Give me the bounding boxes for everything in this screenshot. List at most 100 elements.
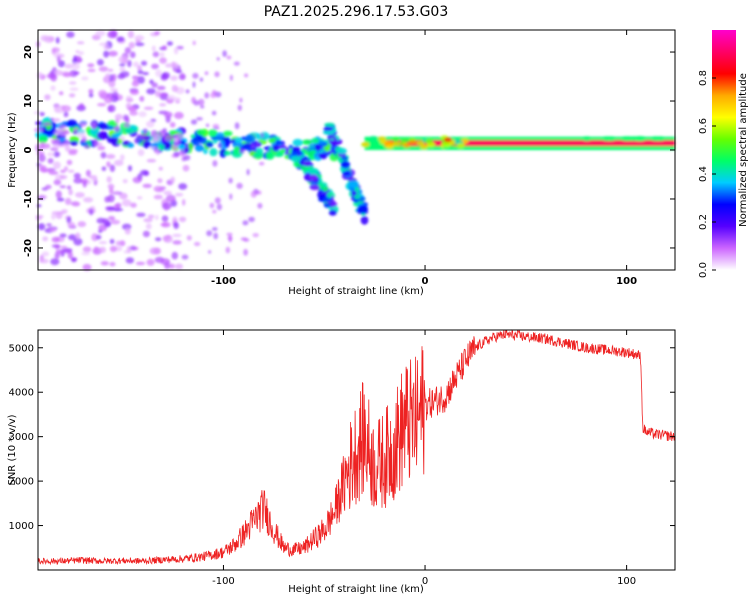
band-blob [300, 165, 311, 171]
noise-blob [127, 30, 135, 39]
noise-blob [161, 72, 171, 79]
noise-blob [97, 145, 106, 151]
noise-blob [146, 120, 155, 128]
noise-blob [54, 244, 61, 250]
y-tick-label: 4000 [9, 388, 34, 399]
band-blob [309, 184, 320, 191]
noise-blob [130, 51, 136, 59]
noise-blob [251, 144, 255, 149]
noise-blob [163, 133, 173, 142]
noise-blob [192, 40, 196, 46]
noise-blob [250, 190, 257, 198]
noise-blob [35, 215, 44, 219]
band-blob [70, 140, 78, 146]
noise-blob [52, 161, 61, 170]
band-blob [209, 148, 218, 157]
colorbar-label: Normalized spectral amplitude [738, 73, 749, 227]
noise-blob [137, 149, 145, 157]
band-blob [265, 151, 275, 160]
band-blob [351, 190, 357, 196]
band-blob [360, 215, 369, 225]
band-blob [232, 148, 240, 156]
noise-blob [120, 136, 126, 141]
y-tick-label: 10 [23, 94, 34, 108]
tone-blob [385, 140, 394, 146]
band-blob [268, 138, 276, 144]
noise-blob [162, 45, 167, 51]
noise-blob [50, 85, 56, 91]
noise-blob [212, 126, 220, 130]
noise-blob [66, 216, 72, 224]
band-blob [219, 148, 227, 158]
band-blob [324, 122, 335, 127]
noise-blob [56, 56, 61, 63]
x-tick-label: -100 [212, 576, 235, 587]
noise-blob [110, 88, 118, 92]
noise-blob [76, 55, 82, 64]
tone-blob [655, 136, 666, 142]
noise-blob [135, 42, 145, 47]
noise-blob [53, 151, 61, 158]
noise-blob [172, 216, 178, 224]
noise-blob [47, 152, 55, 157]
noise-blob [186, 235, 192, 241]
snr-y-label: SNR (10 * v/v) [7, 414, 18, 485]
band-blob [302, 160, 313, 167]
noise-blob [51, 47, 60, 53]
noise-blob [52, 143, 60, 149]
band-blob [323, 126, 334, 131]
tone-blob [601, 136, 612, 142]
noise-blob [40, 165, 48, 173]
noise-blob [125, 95, 133, 100]
noise-blob [106, 207, 116, 211]
y-tick-label: 1000 [9, 521, 34, 532]
noise-blob [145, 223, 152, 230]
noise-blob [129, 245, 137, 251]
noise-blob [63, 111, 69, 118]
noise-blob [193, 241, 201, 247]
band-blob [208, 129, 218, 138]
noise-blob [97, 103, 107, 107]
spectrogram-y-label: Frequency (Hz) [7, 112, 18, 188]
noise-blob [50, 117, 55, 121]
noise-blob [38, 154, 46, 163]
band-blob [358, 204, 369, 214]
noise-blob [222, 50, 227, 57]
noise-blob [109, 164, 116, 172]
noise-blob [196, 117, 203, 121]
snr-panel: -100 0 100 1000 2000 3000 4000 5000 Height of s… [7, 329, 676, 595]
noise-blob [132, 176, 142, 184]
noise-blob [67, 169, 75, 173]
noise-blob [217, 142, 222, 149]
band-blob [142, 140, 151, 149]
noise-blob [60, 169, 66, 173]
band-blob [195, 145, 203, 152]
tone-blob [581, 136, 592, 142]
noise-blob [211, 110, 217, 116]
band-blob [240, 145, 251, 151]
noise-blob [128, 41, 135, 49]
noise-blob [163, 235, 173, 243]
band-blob [234, 137, 243, 144]
band-blob [177, 144, 186, 149]
noise-blob [36, 204, 42, 208]
noise-blob [82, 246, 92, 253]
band-blob [311, 137, 320, 144]
noise-blob [226, 55, 232, 60]
noise-blob [212, 160, 218, 167]
noise-blob [51, 211, 62, 215]
noise-blob [154, 214, 159, 221]
noise-blob [137, 70, 144, 75]
noise-blob [237, 104, 242, 111]
noise-blob [100, 261, 109, 266]
x-tick-label: 100 [616, 276, 637, 287]
band-blob [353, 194, 361, 200]
noise-blob [146, 158, 157, 163]
noise-blob [72, 62, 80, 70]
noise-blob [155, 90, 161, 98]
noise-blob [88, 93, 94, 98]
noise-blob [47, 158, 54, 164]
band-blob [196, 129, 207, 136]
noise-blob [103, 45, 110, 50]
noise-blob [212, 209, 217, 214]
